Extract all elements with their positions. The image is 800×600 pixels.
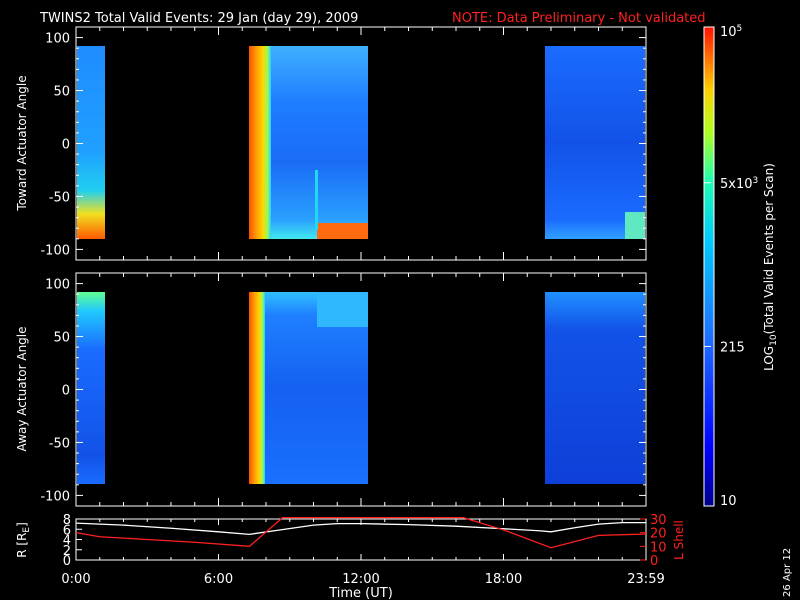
- bottom-ylabel-right: L Shell: [672, 520, 686, 560]
- middle-block-2-edge: [249, 292, 265, 484]
- middle-ylabel: Away Actuator Angle: [15, 326, 29, 451]
- date-stamp: 26 Apr 12: [782, 548, 793, 597]
- bottom-ytick-left-label: 6: [63, 523, 71, 538]
- top-heatmap: [77, 46, 645, 239]
- bottom-ytick-right-label: 30: [650, 513, 667, 528]
- x-tick-label: 0:00: [61, 572, 90, 587]
- middle-block-2-top: [317, 292, 368, 327]
- colorbar-label: LOG10(Total Valid Events per Scan): [762, 163, 779, 371]
- colorbar-tick-label: 10: [720, 494, 737, 509]
- x-axis-label: Time (UT): [328, 586, 393, 600]
- bottom-panel-frame: [75, 518, 647, 561]
- x-tick-label: 12:00: [342, 572, 379, 587]
- bottom-ytick-right-label: 0: [650, 554, 658, 569]
- bottom-ytick-right-label: 10: [650, 540, 667, 555]
- x-tick-label: 23:59: [627, 572, 664, 587]
- top-ytick-label: 0: [62, 138, 70, 153]
- top-ytick-label: 100: [45, 32, 70, 47]
- top-block-3: [545, 46, 645, 239]
- bottom-ytick-left-label: 2: [63, 544, 71, 559]
- bottom-ytick-right-label: 20: [650, 527, 667, 542]
- middle-ytick-label: 50: [53, 331, 70, 346]
- bottom-lines: [75, 516, 647, 549]
- top-ylabel: Toward Actuator Angle: [15, 75, 29, 211]
- top-block-2-edge: [249, 46, 271, 239]
- middle-block-3: [545, 292, 645, 484]
- bottom-ytick-left-label: 8: [63, 513, 71, 528]
- top-block-2-bottom: [317, 223, 368, 239]
- top-ytick-label: -100: [40, 243, 70, 258]
- middle-ytick-label: -50: [49, 436, 70, 451]
- series-lshell-line: [75, 516, 647, 549]
- colorbar-tick-label: 5x103: [720, 176, 758, 192]
- preliminary-note: NOTE: Data Preliminary - Not validated: [452, 11, 706, 26]
- colorbar-tick-label: 105: [720, 24, 742, 40]
- middle-heatmap: [77, 292, 645, 484]
- middle-ytick-label: 0: [62, 384, 70, 399]
- top-ytick-label: 50: [53, 85, 70, 100]
- x-axes: 0:00 6:00 12:00 18:00 23:59: [61, 27, 665, 587]
- bottom-ytick-left-label: 0: [63, 554, 71, 569]
- bottom-ytick-left-label: 4: [63, 534, 71, 549]
- middle-ytick-label: -100: [40, 489, 70, 504]
- colorbar: [703, 26, 715, 507]
- colorbar-tick-label: 215: [720, 340, 745, 355]
- middle-block-1: [77, 292, 105, 484]
- x-tick-label: 18:00: [485, 572, 522, 587]
- middle-ytick-label: 100: [45, 278, 70, 293]
- top-block-1: [77, 46, 105, 239]
- bottom-ylabel-left: R [RE]: [15, 522, 32, 558]
- x-tick-label: 6:00: [204, 572, 233, 587]
- top-block-2-stripe: [315, 170, 318, 230]
- top-ytick-label: -50: [49, 190, 70, 205]
- series-r-line: [75, 521, 646, 536]
- chart-title: TWINS2 Total Valid Events: 29 Jan (day 2…: [39, 11, 358, 26]
- top-block-3-corner: [625, 212, 645, 239]
- colorbar-ticks: 10 215 5x103 105: [704, 24, 758, 509]
